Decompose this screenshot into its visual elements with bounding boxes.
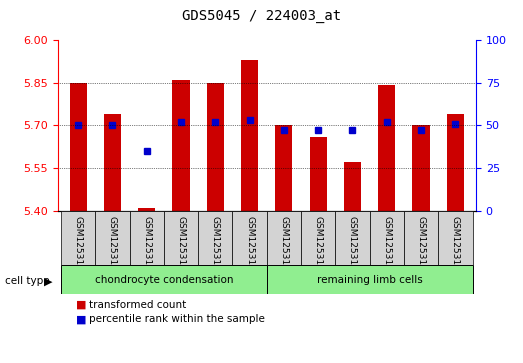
Text: GDS5045 / 224003_at: GDS5045 / 224003_at <box>182 9 341 23</box>
FancyBboxPatch shape <box>61 211 95 265</box>
Text: ■: ■ <box>76 314 86 325</box>
FancyBboxPatch shape <box>267 211 301 265</box>
Bar <box>413 125 429 211</box>
Text: GSM1253162: GSM1253162 <box>279 216 288 277</box>
FancyBboxPatch shape <box>95 211 130 265</box>
FancyBboxPatch shape <box>438 211 472 265</box>
FancyBboxPatch shape <box>198 211 232 265</box>
FancyBboxPatch shape <box>404 211 438 265</box>
FancyBboxPatch shape <box>232 211 267 265</box>
Text: cell type: cell type <box>5 276 50 286</box>
FancyBboxPatch shape <box>267 265 472 294</box>
Bar <box>344 162 361 211</box>
Text: transformed count: transformed count <box>89 300 186 310</box>
Bar <box>378 85 395 211</box>
Text: GSM1253165: GSM1253165 <box>382 216 391 277</box>
Bar <box>173 80 189 211</box>
Text: GSM1253166: GSM1253166 <box>416 216 426 277</box>
FancyBboxPatch shape <box>370 211 404 265</box>
Text: GSM1253167: GSM1253167 <box>451 216 460 277</box>
Text: ▶: ▶ <box>44 276 53 286</box>
Bar <box>241 60 258 211</box>
Text: chondrocyte condensation: chondrocyte condensation <box>95 274 233 285</box>
Text: ■: ■ <box>76 300 86 310</box>
Text: GSM1253164: GSM1253164 <box>348 216 357 277</box>
Bar <box>275 125 292 211</box>
Text: GSM1253160: GSM1253160 <box>211 216 220 277</box>
FancyBboxPatch shape <box>130 211 164 265</box>
Text: remaining limb cells: remaining limb cells <box>317 274 423 285</box>
FancyBboxPatch shape <box>301 211 335 265</box>
Bar <box>447 114 464 211</box>
FancyBboxPatch shape <box>335 211 370 265</box>
Text: GSM1253159: GSM1253159 <box>176 216 186 277</box>
FancyBboxPatch shape <box>164 211 198 265</box>
Text: GSM1253157: GSM1253157 <box>108 216 117 277</box>
Text: GSM1253161: GSM1253161 <box>245 216 254 277</box>
Bar <box>138 208 155 211</box>
Text: GSM1253158: GSM1253158 <box>142 216 151 277</box>
FancyBboxPatch shape <box>61 265 267 294</box>
Text: percentile rank within the sample: percentile rank within the sample <box>89 314 265 325</box>
Bar <box>207 83 224 211</box>
Bar <box>70 83 87 211</box>
Text: GSM1253163: GSM1253163 <box>314 216 323 277</box>
Bar <box>310 136 327 211</box>
Bar <box>104 114 121 211</box>
Text: GSM1253156: GSM1253156 <box>74 216 83 277</box>
